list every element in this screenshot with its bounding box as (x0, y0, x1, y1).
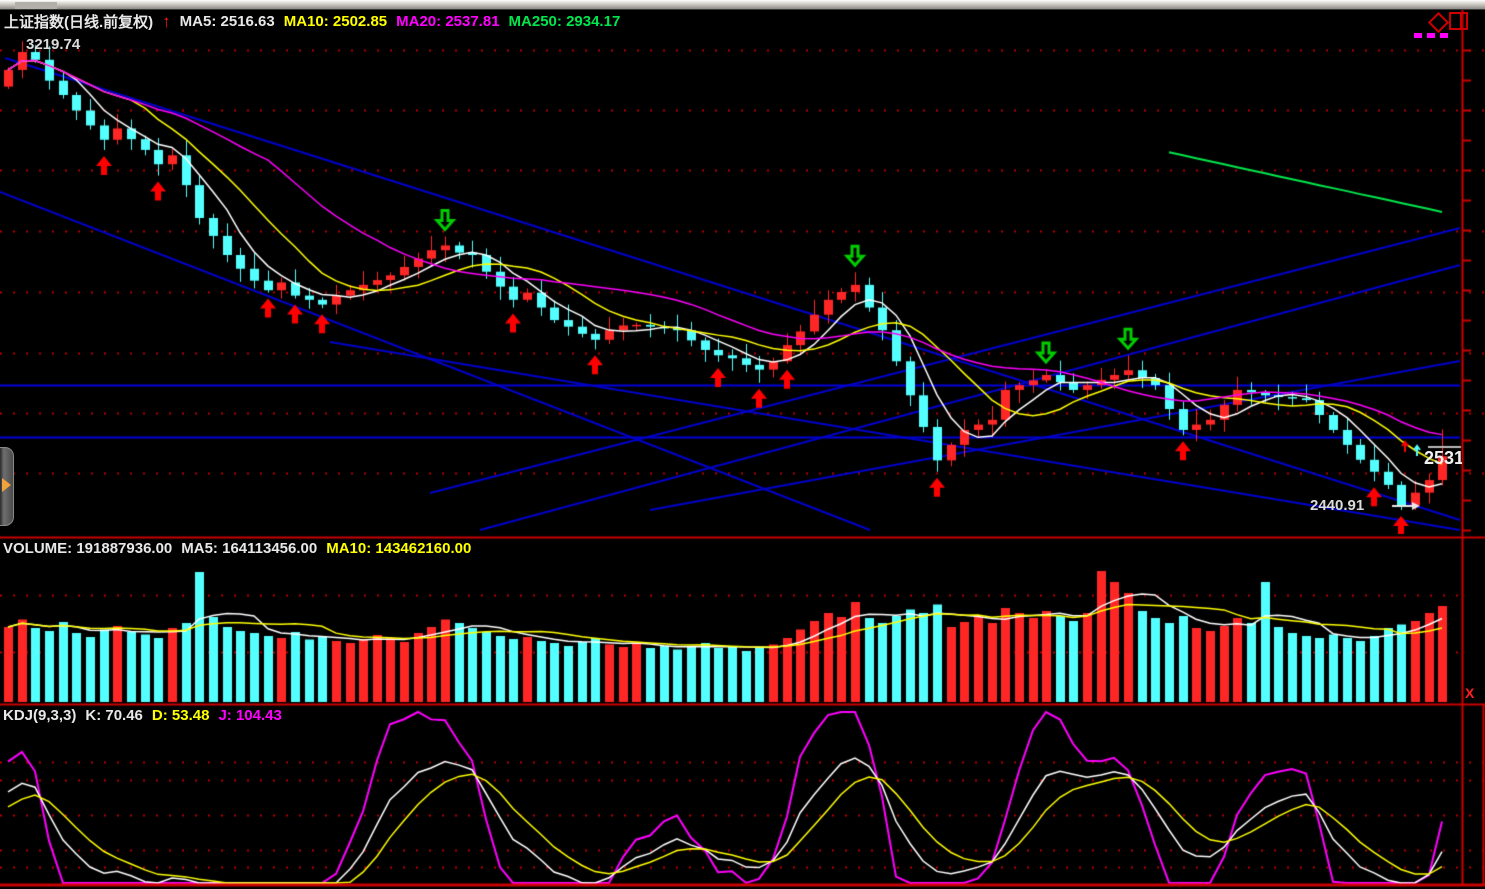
sidebar-expand-handle[interactable] (0, 447, 14, 526)
window-titlebar-edge (0, 0, 1485, 10)
kdj-j-value: J: 104.43 (218, 707, 282, 724)
ma5-value: MA5: 2516.63 (179, 13, 275, 30)
period-low-label: 2440.91 (1310, 497, 1365, 514)
period-high-label: 3219.74 (26, 36, 81, 53)
split-window-divider (1460, 14, 1462, 28)
ma250-value: MA250: 2934.17 (508, 13, 621, 30)
close-pane-button[interactable]: X (1465, 685, 1475, 701)
main-pane-header: 上证指数(日线.前复权) ↑ MA5: 2516.63 MA10: 2502.8… (4, 11, 620, 32)
titlebar-tab (15, 2, 57, 9)
kdj-k-value: K: 70.46 (85, 707, 143, 724)
split-window-button[interactable] (1449, 12, 1468, 30)
kdj-d-value: D: 53.48 (151, 707, 210, 724)
ma10-value: MA10: 2502.85 (283, 13, 388, 30)
kdj-pane-header: KDJ(9,3,3) K: 70.46 D: 53.48 J: 104.43 (3, 707, 282, 724)
last-price-label: 2531 (1424, 448, 1462, 468)
up-arrow-icon: ↑ (162, 11, 171, 31)
expand-arrow-icon (2, 478, 11, 492)
more-options-dots[interactable] (1414, 33, 1448, 38)
kdj-indicator-name: KDJ(9,3,3) (3, 707, 77, 724)
volume-ma5-value: MA5: 164113456.00 (181, 540, 318, 557)
symbol-title: 上证指数(日线.前复权) (4, 14, 154, 31)
volume-value: VOLUME: 191887936.00 (3, 540, 173, 557)
volume-pane-header: VOLUME: 191887936.00 MA5: 164113456.00 M… (3, 540, 471, 557)
ma20-value: MA20: 2537.81 (396, 13, 500, 30)
volume-ma10-value: MA10: 143462160.00 (326, 540, 472, 557)
